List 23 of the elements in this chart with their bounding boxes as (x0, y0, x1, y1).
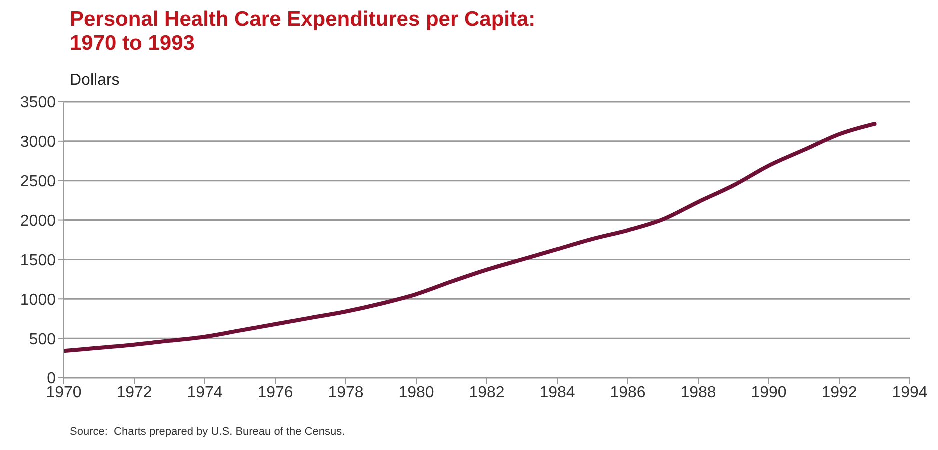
y-tick-label: 3000 (20, 134, 56, 152)
y-tick-label: 500 (29, 331, 56, 348)
x-tick-label: 1974 (187, 384, 223, 402)
x-tick-label: 1992 (822, 384, 858, 402)
y-tick-label: 2500 (20, 174, 56, 191)
x-tick-label: 1994 (892, 384, 928, 402)
x-tick-label: 1980 (398, 384, 434, 402)
x-tick-label: 1986 (610, 384, 646, 402)
y-tick-label: 1500 (20, 252, 56, 270)
y-tick-label: 3500 (20, 94, 56, 112)
x-tick-label: 1976 (258, 384, 294, 402)
x-tick-label: 1988 (680, 384, 716, 402)
source-note: Source: Charts prepared by U.S. Bureau of the Census. (70, 426, 346, 438)
y-tick-label: 1000 (20, 292, 56, 309)
y-axis-title: Dollars (70, 72, 120, 90)
line-series (64, 122, 877, 354)
y-tick-label: 2000 (20, 212, 56, 230)
chart-title: Personal Health Care Expenditures per Capita: 1970 to 1993 (70, 8, 536, 56)
x-tick-label: 1978 (328, 384, 364, 402)
x-tick-label: 1972 (116, 384, 152, 402)
x-tick-label: 1990 (751, 384, 787, 402)
x-tick-label: 1982 (469, 384, 505, 402)
x-tick-label: 1984 (540, 384, 576, 402)
